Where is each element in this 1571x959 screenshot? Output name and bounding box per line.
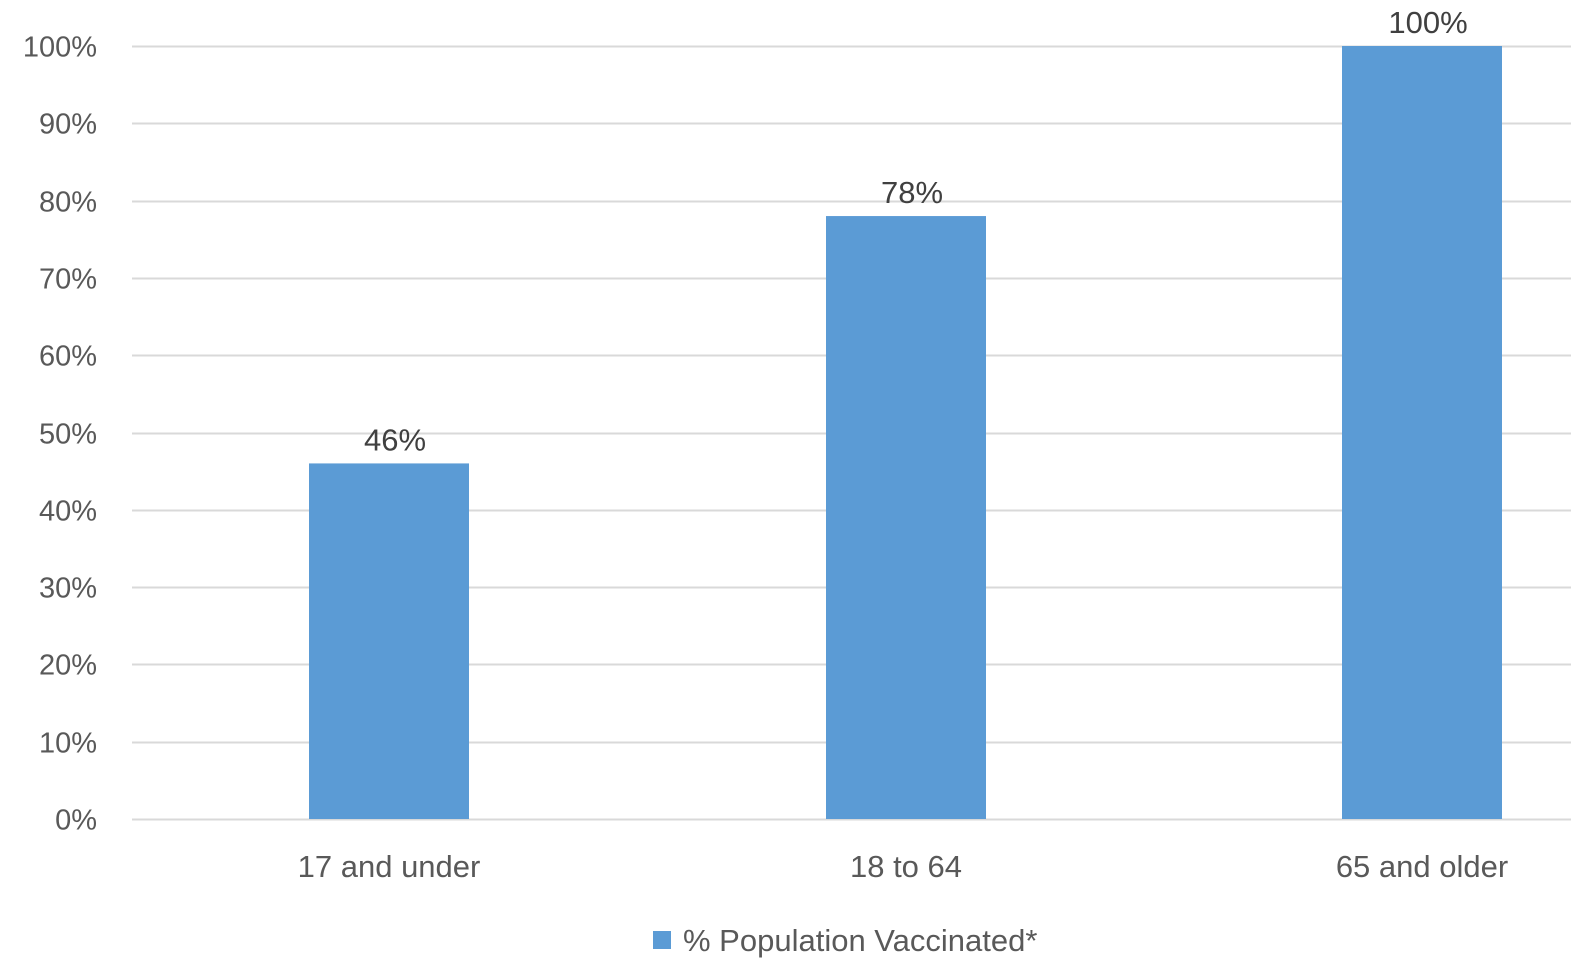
bar-data-label: 46% <box>364 422 426 457</box>
y-tick-label: 60% <box>39 341 97 373</box>
y-tick-label: 30% <box>39 573 97 605</box>
x-category-label: 18 to 64 <box>850 849 962 884</box>
y-tick-label: 100% <box>23 32 97 64</box>
y-tick-label: 20% <box>39 650 97 682</box>
bar <box>309 463 469 819</box>
y-tick-label: 40% <box>39 496 97 528</box>
x-category-label: 65 and older <box>1336 849 1508 884</box>
bar <box>826 216 986 819</box>
y-tick-label: 10% <box>39 728 97 760</box>
y-tick-label: 0% <box>55 805 97 837</box>
bars <box>309 46 1502 819</box>
y-tick-label: 70% <box>39 264 97 296</box>
x-category-label: 17 and under <box>298 849 481 884</box>
legend-label: % Population Vaccinated* <box>683 923 1037 958</box>
y-tick-label: 80% <box>39 187 97 219</box>
legend: % Population Vaccinated* <box>653 923 1037 958</box>
data-labels: 46% 78% 100% <box>364 5 1468 457</box>
bar <box>1342 46 1502 819</box>
bar-data-label: 78% <box>881 175 943 210</box>
legend-swatch <box>653 931 671 949</box>
bar-data-label: 100% <box>1388 5 1467 40</box>
x-axis-categories: 17 and under 18 to 64 65 and older <box>298 849 1509 884</box>
y-tick-label: 50% <box>39 419 97 451</box>
y-axis-ticks: 0% 10% 20% 30% 40% 50% 60% 70% 80% 90% 100% <box>23 32 97 837</box>
y-tick-label: 90% <box>39 109 97 141</box>
